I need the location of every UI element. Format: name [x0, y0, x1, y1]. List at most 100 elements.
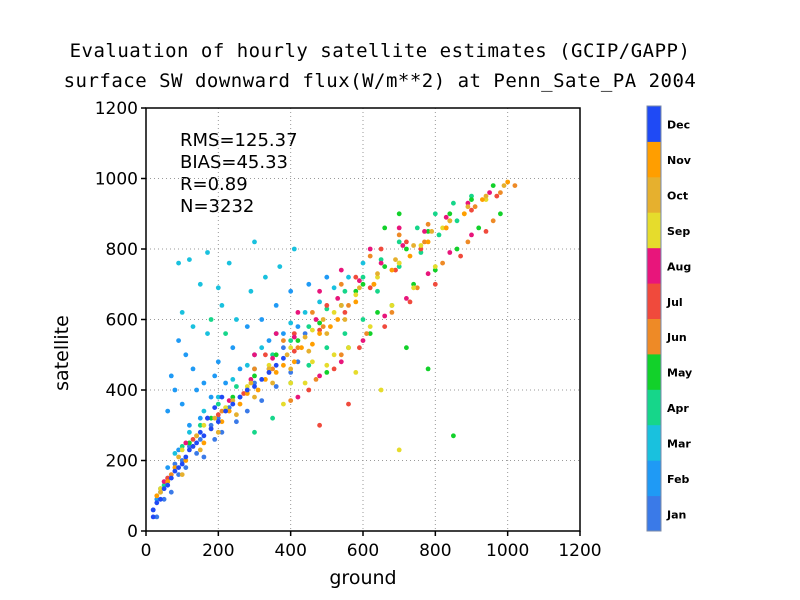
data-point: [273, 384, 279, 389]
stat-rms: RMS=125.37: [180, 130, 298, 151]
data-point: [197, 415, 203, 421]
data-point: [201, 454, 207, 460]
data-point: [512, 183, 518, 189]
data-point: [183, 352, 189, 358]
data-point: [252, 394, 257, 400]
data-point: [389, 267, 395, 273]
data-point: [172, 465, 178, 470]
data-point: [440, 260, 445, 266]
data-point: [443, 214, 449, 220]
colorbar-swatch: [647, 247, 661, 284]
data-point: [306, 348, 312, 354]
data-point: [161, 479, 167, 484]
data-point: [396, 232, 402, 238]
colorbar-label: Feb: [667, 473, 690, 486]
data-point: [443, 225, 449, 231]
data-point: [176, 338, 182, 343]
data-point: [353, 288, 359, 294]
chart-subtitle: surface SW downward flux(W/m**2) at Penn…: [63, 70, 697, 92]
data-point: [396, 260, 402, 266]
data-point: [219, 303, 225, 308]
colorbar-swatch: [647, 283, 661, 319]
data-point: [197, 447, 203, 453]
data-point: [418, 243, 424, 248]
data-point: [295, 359, 301, 365]
data-point: [248, 288, 254, 294]
data-point: [187, 447, 192, 453]
data-point: [201, 433, 207, 439]
data-point: [338, 352, 344, 358]
data-point: [331, 366, 337, 372]
data-point: [360, 281, 366, 287]
data-point: [476, 225, 482, 231]
data-point: [382, 264, 388, 269]
data-point: [346, 345, 351, 351]
data-point: [353, 274, 359, 280]
data-point: [414, 225, 420, 231]
data-point: [295, 394, 301, 400]
data-point: [230, 345, 236, 351]
data-point: [248, 380, 254, 386]
x-tick-label: 800: [419, 541, 451, 561]
data-point: [197, 429, 203, 435]
data-point: [324, 331, 330, 336]
data-point: [237, 366, 243, 372]
data-point: [288, 338, 294, 343]
data-point: [302, 380, 308, 386]
colorbar-label: Aug: [667, 260, 691, 273]
data-point: [306, 362, 312, 368]
data-point: [208, 426, 214, 432]
data-point: [342, 310, 348, 315]
data-point: [378, 246, 384, 252]
data-point: [270, 355, 275, 361]
data-point: [266, 370, 272, 375]
data-point: [244, 362, 250, 368]
data-point: [389, 303, 395, 308]
data-point: [244, 387, 250, 393]
x-tick-label: 400: [274, 541, 306, 561]
data-point: [179, 461, 185, 467]
data-point: [396, 447, 402, 453]
data-point: [223, 405, 229, 410]
data-point: [331, 310, 337, 315]
data-point: [161, 482, 167, 488]
data-point: [454, 246, 460, 252]
data-point: [288, 380, 294, 386]
stat-r: R=0.89: [180, 174, 248, 195]
data-point: [226, 260, 232, 266]
colorbar-swatch: [647, 176, 661, 213]
data-point: [310, 310, 315, 315]
data-point: [422, 229, 427, 234]
colorbar-swatch: [647, 424, 661, 461]
data-point: [219, 394, 225, 400]
data-point: [259, 317, 265, 322]
chart-title: Evaluation of hourly satellite estimates…: [69, 40, 691, 62]
data-point: [172, 461, 178, 467]
data-point: [310, 341, 315, 347]
data-point: [375, 288, 380, 294]
data-point: [288, 288, 294, 294]
data-point: [230, 398, 236, 403]
data-point: [432, 267, 438, 273]
x-axis-label: ground: [329, 567, 396, 589]
data-point: [291, 334, 297, 340]
data-point: [212, 405, 218, 410]
data-point: [197, 281, 203, 287]
x-tick-label: 1000: [486, 541, 529, 561]
data-point: [219, 408, 225, 414]
data-point: [331, 352, 337, 358]
data-point: [331, 285, 337, 291]
data-point: [168, 373, 174, 379]
data-point: [364, 331, 369, 336]
data-point: [161, 496, 167, 502]
data-point: [259, 398, 265, 403]
data-point: [414, 285, 420, 291]
colorbar-label: Mar: [667, 438, 691, 451]
data-point: [469, 197, 474, 203]
data-point: [208, 422, 214, 428]
data-point: [179, 472, 185, 477]
data-point: [179, 310, 185, 315]
data-point: [404, 246, 409, 252]
data-point: [346, 303, 351, 308]
x-tick-label: 0: [141, 541, 152, 561]
